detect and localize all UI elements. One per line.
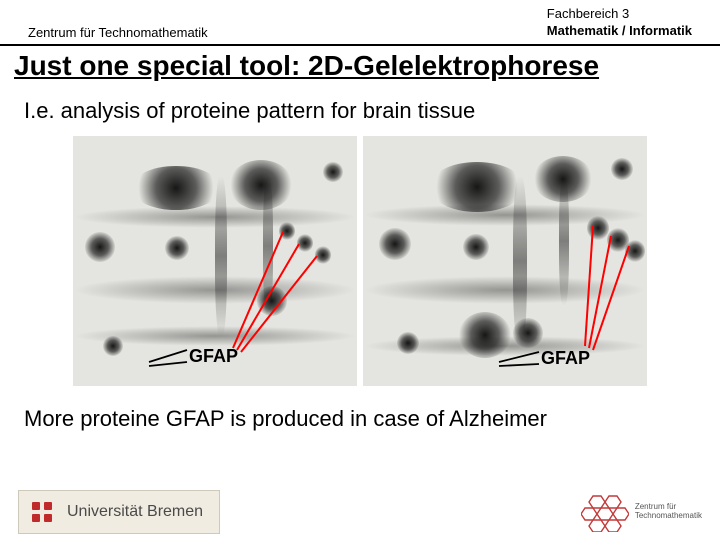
ztm-line2: Technomathematik bbox=[635, 512, 702, 521]
gel-image-row: GFAP GFAP bbox=[0, 136, 720, 386]
ztm-logo-text: Zentrum für Technomathematik bbox=[635, 503, 702, 521]
slide-subtitle: I.e. analysis of proteine pattern for br… bbox=[0, 92, 720, 136]
slide-footer: Universität Bremen Zentrum für Technomat… bbox=[0, 484, 720, 540]
header-left: Zentrum für Technomathematik bbox=[28, 25, 208, 40]
hexagon-icon bbox=[581, 492, 629, 532]
gel-panel-left: GFAP bbox=[73, 136, 357, 386]
slide-conclusion: More proteine GFAP is produced in case o… bbox=[0, 386, 720, 438]
university-logo: Universität Bremen bbox=[18, 490, 220, 534]
gel-panel-right: GFAP bbox=[363, 136, 647, 386]
university-logo-icon bbox=[27, 497, 57, 527]
university-name: Universität Bremen bbox=[67, 503, 203, 521]
slide-header: Zentrum für Technomathematik Fachbereich… bbox=[0, 0, 720, 46]
gfap-label-left: GFAP bbox=[189, 346, 238, 367]
header-dept-line2: Mathematik / Informatik bbox=[547, 23, 692, 40]
gfap-label-right: GFAP bbox=[541, 348, 590, 369]
ztm-logo: Zentrum für Technomathematik bbox=[581, 492, 702, 532]
header-dept-line1: Fachbereich 3 bbox=[547, 6, 692, 23]
header-right: Fachbereich 3 Mathematik / Informatik bbox=[547, 6, 692, 40]
slide-title: Just one special tool: 2D-Gelelektrophor… bbox=[0, 46, 720, 92]
